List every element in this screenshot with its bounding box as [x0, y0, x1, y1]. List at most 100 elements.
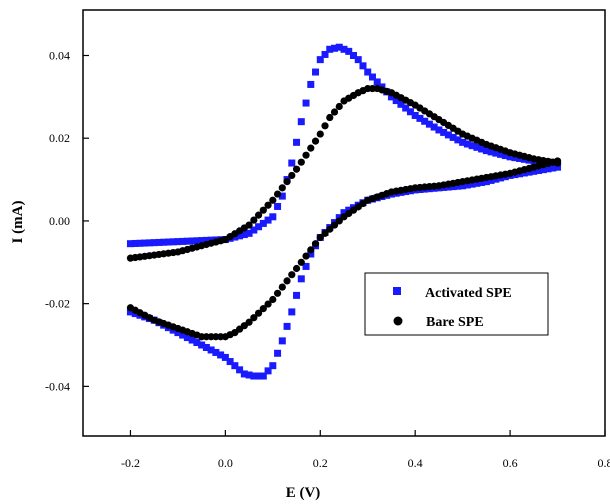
data-point-square [297, 118, 305, 126]
data-point-square [535, 166, 543, 174]
data-point-square [478, 178, 486, 186]
data-point-square [202, 343, 210, 351]
data-point-square [274, 202, 282, 210]
data-point-circle [259, 305, 267, 313]
data-point-circle [254, 211, 263, 219]
data-point-square [264, 367, 272, 375]
data-point-square [255, 223, 263, 231]
data-point-square [236, 366, 244, 374]
data-point-circle [269, 196, 277, 204]
data-point-square [544, 165, 552, 173]
data-point-square [293, 291, 301, 299]
data-point-square [459, 182, 467, 190]
data-point-square [188, 336, 196, 344]
data-point-square [250, 372, 258, 380]
data-point-square [387, 93, 395, 101]
y-axis-title: I (mA) [10, 201, 26, 244]
plot-frame [82, 9, 606, 437]
data-point-square [354, 56, 362, 64]
data-point-square [478, 145, 486, 153]
data-point-square [169, 238, 177, 246]
data-point-circle [316, 233, 324, 242]
data-point-square [392, 97, 400, 105]
data-point-square [297, 275, 305, 283]
data-point-square [454, 182, 462, 190]
data-point-circle [283, 178, 291, 186]
data-point-square [397, 100, 405, 108]
data-point-circle [335, 102, 343, 111]
legend-marker-bare-spe [393, 316, 403, 326]
data-point-square [473, 179, 481, 187]
data-point-square [193, 237, 201, 245]
data-point-square [240, 370, 248, 378]
x-tick-label: -0.2 [121, 456, 140, 470]
series-bare-spe [126, 84, 562, 341]
data-point-circle [288, 271, 296, 279]
data-point-square [430, 123, 438, 131]
data-point-circle [259, 206, 267, 214]
legend-label-bare-spe: Bare SPE [426, 315, 484, 330]
data-point-square [473, 143, 481, 151]
data-point-square [307, 80, 315, 88]
data-point-square [549, 164, 557, 172]
data-point-square [174, 238, 182, 246]
data-point-square [198, 341, 206, 349]
data-point-square [331, 44, 339, 52]
data-point-circle [254, 309, 263, 317]
data-point-square [302, 99, 310, 107]
data-point-square [212, 348, 220, 356]
data-point-square [468, 142, 476, 150]
data-point-circle [292, 165, 301, 173]
data-point-square [179, 331, 187, 339]
data-point-square [288, 308, 296, 316]
data-point-square [497, 150, 505, 158]
data-point-circle [330, 221, 339, 229]
data-point-square [288, 159, 296, 167]
data-point-square [539, 166, 547, 174]
data-point-square [307, 250, 315, 258]
data-point-square [126, 240, 134, 248]
data-point-square [231, 362, 239, 370]
data-point-circle [269, 295, 277, 304]
data-point-circle [340, 213, 348, 221]
data-point-square [335, 43, 343, 51]
data-point-square [454, 136, 462, 144]
data-point-square [179, 237, 187, 245]
data-point-circle [316, 130, 324, 138]
data-point-square [283, 322, 291, 330]
data-point-square [259, 219, 267, 227]
data-point-square [274, 349, 282, 357]
data-point-square [236, 232, 244, 240]
data-point-square [340, 209, 348, 217]
data-point-square [368, 73, 376, 81]
data-point-square [501, 152, 509, 160]
data-point-square [221, 353, 229, 361]
data-point-circle [326, 113, 334, 122]
data-point-square [312, 68, 320, 76]
x-tick-label: 0.4 [408, 456, 423, 470]
data-point-square [554, 163, 562, 171]
data-point-square [136, 239, 144, 247]
data-point-square [421, 117, 429, 125]
data-point-square [255, 372, 263, 380]
data-point-square [269, 362, 277, 370]
data-point-square [302, 262, 310, 270]
data-point-square [164, 238, 172, 246]
x-tick-label: 0.0 [218, 456, 233, 470]
data-point-circle [321, 229, 329, 237]
data-series [126, 43, 562, 380]
data-point-square [444, 131, 452, 139]
data-point-circle [307, 144, 315, 152]
data-point-circle [321, 122, 329, 130]
data-point-square [188, 237, 196, 245]
data-point-square [278, 192, 286, 200]
data-point-circle [264, 201, 272, 209]
y-axis: -0.04 -0.02 0.00 0.02 0.04 [45, 48, 89, 393]
data-point-square [174, 329, 182, 337]
data-point-square [198, 237, 206, 245]
data-point-square [259, 372, 267, 380]
data-point-square [250, 226, 258, 234]
x-tick-label: 0.6 [503, 456, 518, 470]
y-tick-label: 0.04 [49, 48, 70, 62]
